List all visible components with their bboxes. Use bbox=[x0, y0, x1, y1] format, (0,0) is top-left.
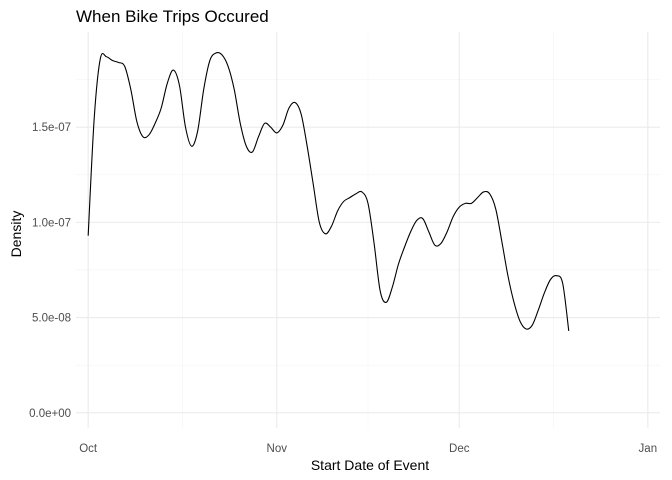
density-line bbox=[87, 51, 570, 331]
chart-title: When Bike Trips Occured bbox=[76, 7, 269, 26]
y-axis-tick-labels: 0.0e+00 5.0e-08 1.0e-07 1.5e-07 bbox=[29, 122, 71, 420]
x-axis-title: Start Date of Event bbox=[311, 457, 429, 473]
x-tick-label: Oct bbox=[79, 443, 98, 455]
x-tick-label: Dec bbox=[449, 443, 470, 455]
x-tick-label: Nov bbox=[267, 443, 288, 455]
y-tick-label: 5.0e-08 bbox=[32, 313, 71, 325]
x-tick-label: Jan bbox=[639, 443, 658, 455]
x-axis-tick-labels: Oct Nov Dec Jan bbox=[79, 443, 657, 455]
y-tick-label: 1.5e-07 bbox=[32, 122, 71, 134]
y-tick-label: 1.0e-07 bbox=[32, 217, 71, 229]
y-tick-label: 0.0e+00 bbox=[29, 408, 71, 420]
y-axis-title: Density bbox=[8, 211, 24, 258]
gridlines bbox=[76, 32, 660, 428]
density-series bbox=[87, 51, 570, 331]
